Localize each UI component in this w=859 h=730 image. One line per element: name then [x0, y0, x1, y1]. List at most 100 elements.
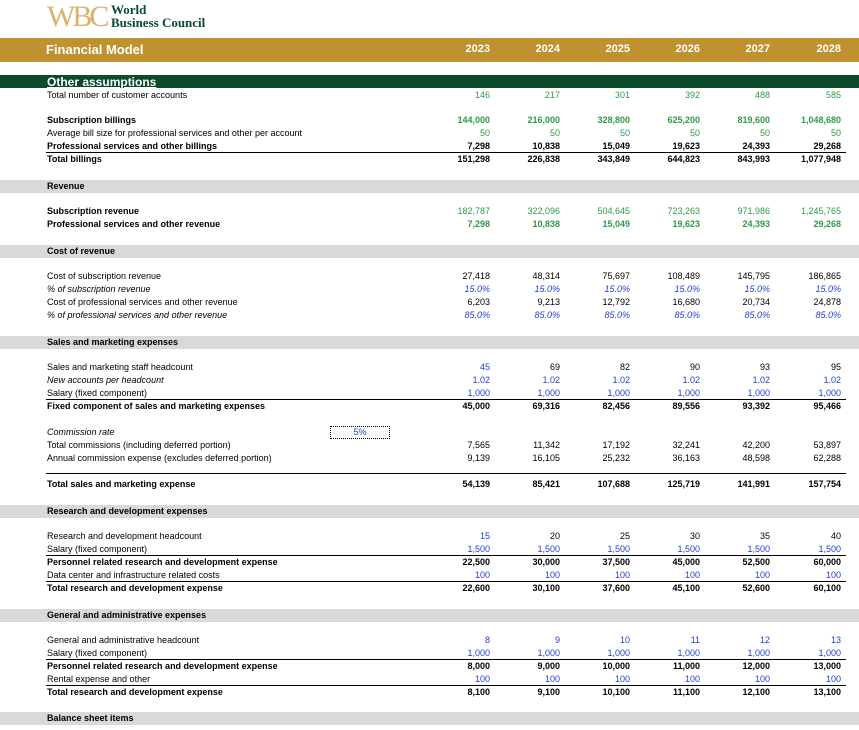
row-value: 226,838	[527, 154, 560, 164]
row-value: 301	[614, 90, 630, 100]
row-label: Salary (fixed component)	[47, 388, 148, 398]
row-value: 22,500	[462, 557, 490, 567]
row-value: 11	[690, 635, 700, 645]
row-value: 144,000	[457, 115, 490, 125]
row-value: 37,600	[602, 583, 630, 593]
row-value: 625,200	[667, 115, 700, 125]
row-value: 1,000	[467, 648, 490, 658]
row-label: Total billings	[47, 154, 102, 164]
row-value: 30,100	[532, 583, 560, 593]
row-value: 50	[759, 128, 770, 138]
row-value: 1,000	[537, 388, 560, 398]
row-value: 216,000	[527, 115, 560, 125]
section-band	[0, 75, 859, 88]
row-rule	[46, 555, 846, 556]
row-value: 16,105	[532, 453, 560, 463]
row-value: 50	[830, 128, 841, 138]
year-header: 2026	[675, 43, 700, 55]
row-value: 8	[484, 635, 490, 645]
row-value: 182,787	[457, 206, 490, 216]
year-header: 2025	[605, 43, 630, 55]
row-rule	[46, 152, 846, 153]
row-label: Rental expense and other	[47, 674, 151, 684]
row-value: 100	[684, 674, 700, 684]
row-value: 52,500	[742, 557, 770, 567]
row-value: 12,100	[742, 687, 770, 697]
row-value: 8,100	[467, 687, 490, 697]
logo-letters: WBC	[47, 0, 109, 33]
row-value: 1.02	[472, 375, 490, 385]
row-label: % of professional services and other rev…	[47, 310, 228, 320]
row-value: 1,000	[818, 388, 841, 398]
row-value: 141,991	[737, 479, 770, 489]
row-value: 85,421	[532, 479, 560, 489]
row-value: 19,623	[672, 219, 700, 229]
row-rule	[46, 685, 846, 686]
row-value: 29,268	[813, 219, 841, 229]
row-value: 85.0%	[674, 310, 700, 320]
row-value: 1,500	[537, 544, 560, 554]
row-value: 100	[825, 570, 841, 580]
row-value: 146	[474, 90, 490, 100]
row-value: 93	[759, 362, 770, 372]
row-value: 12,792	[602, 297, 630, 307]
row-value: 1,000	[747, 388, 770, 398]
row-value: 12	[759, 635, 770, 645]
row-value: 10,000	[602, 661, 630, 671]
row-value: 1.02	[682, 375, 700, 385]
row-value: 1.02	[823, 375, 841, 385]
row-value: 11,342	[533, 440, 560, 450]
row-value: 82	[619, 362, 630, 372]
row-value: 19,623	[672, 141, 700, 151]
row-value: 48,598	[742, 453, 770, 463]
row-rule	[46, 659, 846, 660]
row-value: 1,000	[607, 388, 630, 398]
row-value: 62,288	[813, 453, 841, 463]
section-title: Cost of revenue	[47, 246, 116, 256]
row-value: 22,600	[462, 583, 490, 593]
row-value: 6,203	[467, 297, 490, 307]
row-value: 9,100	[537, 687, 560, 697]
row-value: 7,298	[467, 141, 490, 151]
row-value: 186,865	[808, 271, 841, 281]
row-label: Total commissions (including deferred po…	[47, 440, 231, 450]
row-value: 1,000	[607, 648, 630, 658]
section-title: Revenue	[47, 181, 85, 191]
row-value: 52,600	[742, 583, 770, 593]
row-value: 13,000	[813, 661, 841, 671]
row-label: Average bill size for professional servi…	[47, 128, 302, 138]
row-value: 1.02	[612, 375, 630, 385]
row-value: 100	[754, 570, 770, 580]
row-value: 42,200	[742, 440, 770, 450]
row-value: 60,000	[813, 557, 841, 567]
row-value: 100	[614, 674, 630, 684]
row-value: 16,680	[672, 297, 700, 307]
row-label: Total sales and marketing expense	[47, 479, 196, 489]
section-band: Revenue	[0, 180, 859, 193]
row-value: 392	[684, 90, 700, 100]
row-value: 95	[830, 362, 841, 372]
row-value: 100	[474, 674, 490, 684]
row-value: 1,000	[818, 648, 841, 658]
year-header: 2027	[745, 43, 770, 55]
row-value: 85.0%	[815, 310, 841, 320]
row-value: 1,000	[677, 388, 700, 398]
row-value: 7,298	[467, 219, 490, 229]
row-value: 1,000	[677, 648, 700, 658]
row-value: 89,556	[672, 401, 700, 411]
input-cell: 5%	[330, 426, 390, 439]
row-value: 1,000	[467, 388, 490, 398]
row-label: Research and development headcount	[47, 531, 202, 541]
row-value: 30,000	[532, 557, 560, 567]
row-value: 151,298	[457, 154, 490, 164]
row-value: 1.02	[752, 375, 770, 385]
row-value: 37,500	[602, 557, 630, 567]
row-label: Professional services and other revenue	[47, 219, 221, 229]
row-value: 12,000	[742, 661, 770, 671]
row-value: 15,049	[602, 141, 630, 151]
row-value: 32,241	[672, 440, 700, 450]
row-value: 69,316	[532, 401, 560, 411]
row-value: 30	[689, 531, 700, 541]
row-label: New accounts per headcount	[47, 375, 164, 385]
row-value: 17,192	[602, 440, 630, 450]
